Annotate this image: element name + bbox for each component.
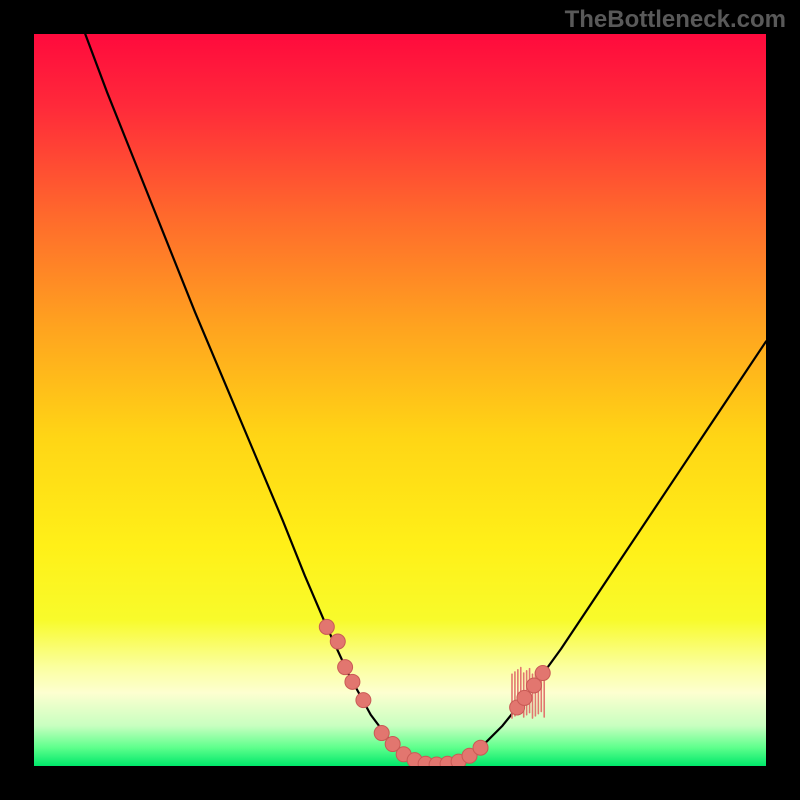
data-marker	[345, 674, 360, 689]
data-marker	[319, 619, 334, 634]
data-marker	[330, 634, 345, 649]
plot-area	[34, 34, 766, 766]
data-marker	[535, 666, 550, 681]
data-marker	[517, 690, 532, 705]
data-marker	[338, 660, 353, 675]
plot-svg	[34, 34, 766, 766]
watermark-text: TheBottleneck.com	[565, 6, 786, 34]
data-marker	[526, 678, 541, 693]
gradient-background	[34, 34, 766, 766]
data-marker	[374, 726, 389, 741]
data-marker	[473, 740, 488, 755]
data-marker	[356, 693, 371, 708]
